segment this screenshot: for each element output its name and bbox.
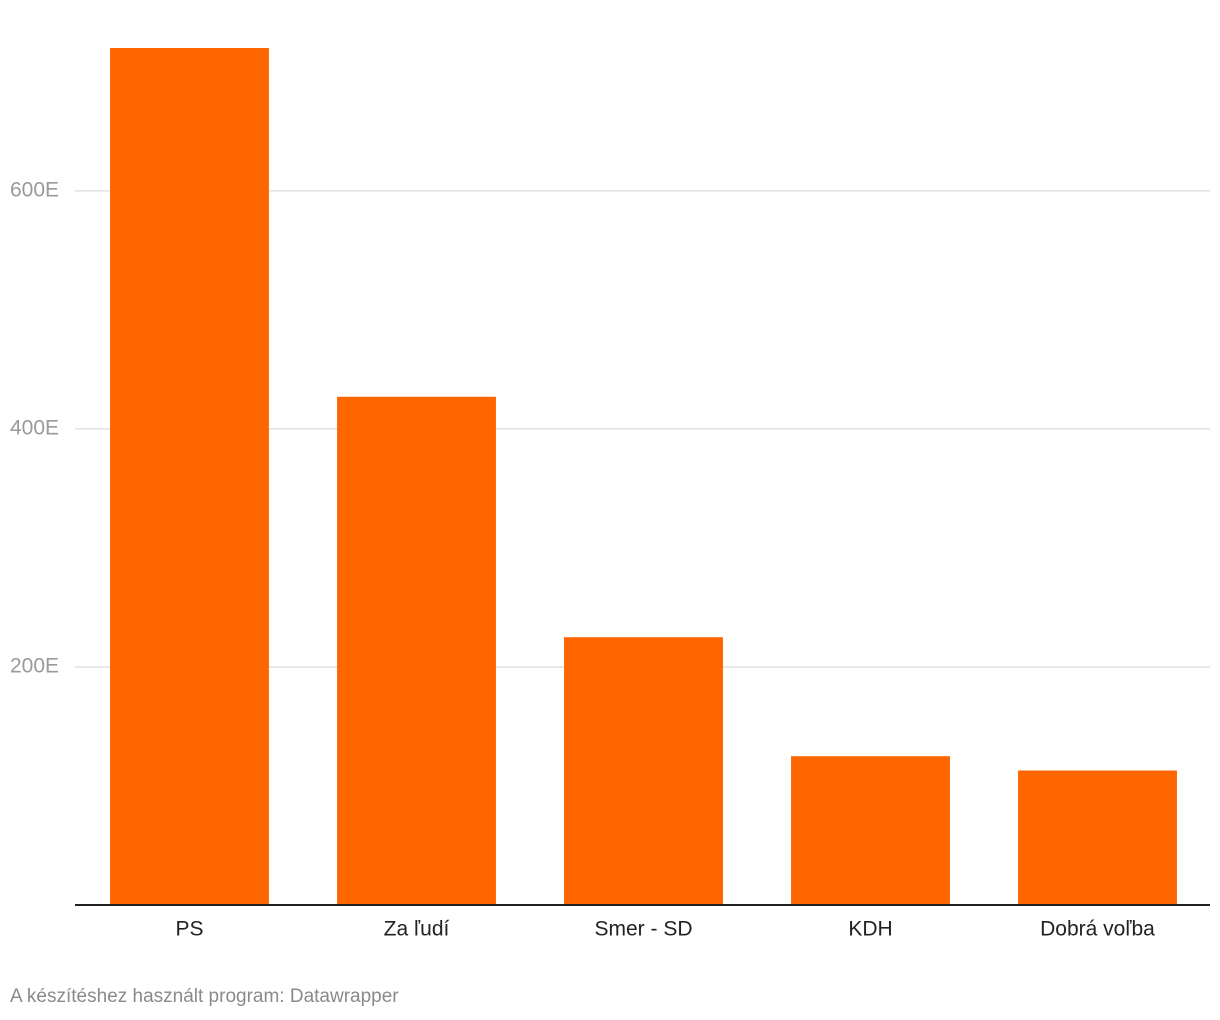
y-tick-label: 600E [10,178,59,201]
credit: A készítéshez használt program: Datawrap… [10,986,399,1007]
x-tick-label: PS [175,918,203,941]
y-tick-label: 400E [10,416,59,439]
bar [564,637,723,905]
bar [110,48,269,905]
x-tick-label: Dobrá voľba [1040,918,1155,941]
bar [337,396,496,905]
y-tick-label: 200E [10,654,59,677]
bar [1018,770,1177,905]
bar [791,756,950,905]
x-tick-label: Za ľudí [384,918,450,941]
x-tick-label: KDH [848,918,892,941]
x-tick-label: Smer - SD [594,918,692,941]
